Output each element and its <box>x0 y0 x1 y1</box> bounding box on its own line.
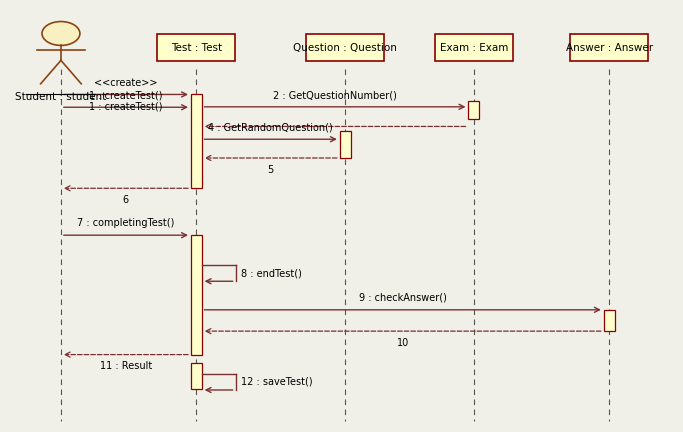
Text: <<create>>: <<create>> <box>94 78 158 88</box>
Text: Answer : Answer: Answer : Answer <box>566 43 653 53</box>
Bar <box>191 235 201 355</box>
Text: 1 : createTest(): 1 : createTest() <box>89 101 163 111</box>
Bar <box>570 34 648 61</box>
Text: 10: 10 <box>397 338 409 348</box>
Bar <box>306 34 384 61</box>
Bar <box>157 34 235 61</box>
Text: 6: 6 <box>123 195 129 205</box>
Text: 11 : Result: 11 : Result <box>100 362 152 372</box>
Text: 5: 5 <box>268 165 274 175</box>
Text: 1 : createTest(): 1 : createTest() <box>89 90 163 100</box>
Circle shape <box>42 22 80 45</box>
Bar <box>191 363 201 389</box>
Text: Exam : Exam: Exam : Exam <box>440 43 508 53</box>
Bar <box>191 95 201 188</box>
Text: 2 : GetQuestionNumber(): 2 : GetQuestionNumber() <box>273 90 397 100</box>
Bar <box>435 34 513 61</box>
Text: 12 : saveTest(): 12 : saveTest() <box>241 377 313 387</box>
Text: Student : student: Student : student <box>15 92 107 102</box>
Bar <box>469 101 479 119</box>
Bar <box>339 131 350 158</box>
Text: 8 : endTest(): 8 : endTest() <box>241 268 302 278</box>
Text: Test : Test: Test : Test <box>171 43 222 53</box>
Text: 9 : checkAnswer(): 9 : checkAnswer() <box>359 293 447 303</box>
Text: 4 : GetRandomQuestion(): 4 : GetRandomQuestion() <box>208 122 333 133</box>
Text: Question : Question: Question : Question <box>293 43 397 53</box>
Text: 7 : completingTest(): 7 : completingTest() <box>77 218 175 229</box>
Bar <box>604 310 615 331</box>
